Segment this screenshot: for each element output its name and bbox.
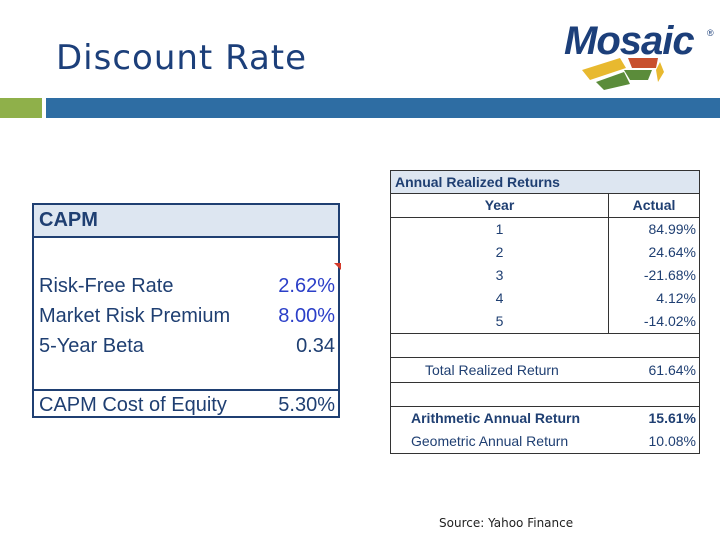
capm-row-cost-of-equity: CAPM Cost of Equity 5.30% (39, 391, 335, 419)
annual-returns-title: Annual Realized Returns (391, 171, 699, 194)
year-cell: 5 (495, 313, 504, 329)
geometric-return-value: 10.08% (648, 433, 696, 449)
year-cell: 3 (495, 267, 504, 283)
capm-table: CAPM Risk-Free Rate 2.62% Market Risk Pr… (32, 203, 340, 418)
actual-cell: 4.12% (656, 290, 696, 306)
capm-row-risk-free: Risk-Free Rate 2.62% (39, 272, 335, 300)
actual-column: Actual 84.99% 24.64% -21.68% 4.12% -14.0… (609, 194, 699, 333)
capm-row-market-premium: Market Risk Premium 8.00% (39, 302, 335, 330)
actual-cell: 24.64% (648, 244, 696, 260)
blank-row (391, 334, 699, 358)
arithmetic-return-label: Arithmetic Annual Return (411, 410, 581, 426)
column-header-year: Year (391, 194, 608, 218)
annual-returns-grid: Year 1 2 3 4 5 Actual 84.99% 24.64% -21.… (391, 194, 699, 334)
actual-cell: -21.68% (643, 267, 696, 283)
capm-row-beta: 5-Year Beta 0.34 (39, 332, 335, 360)
year-cell: 1 (495, 221, 504, 237)
column-header-actual: Actual (609, 194, 699, 218)
logo-tile-yellow (582, 58, 626, 80)
logo-registered-mark: ® (707, 28, 714, 38)
accent-band-green (0, 98, 42, 118)
year-cell: 2 (495, 244, 504, 260)
capm-value: 5.30% (278, 394, 335, 416)
total-return-label: Total Realized Return (425, 362, 559, 378)
capm-value: 0.34 (296, 335, 335, 357)
logo-tile-yellow-2 (656, 62, 664, 82)
actual-cell: -14.02% (643, 313, 696, 329)
total-return-value: 61.64% (648, 362, 696, 378)
logo-tile-red (628, 58, 658, 68)
capm-value: 2.62% (278, 275, 335, 297)
capm-label: 5-Year Beta (39, 335, 144, 357)
mosaic-logo: Mosaic ® (564, 19, 714, 90)
actual-cell: 84.99% (648, 221, 696, 237)
blank-row (391, 383, 699, 407)
source-note: Source: Yahoo Finance (439, 516, 574, 530)
year-column: Year 1 2 3 4 5 (391, 194, 609, 333)
capm-header: CAPM (34, 205, 338, 238)
logo-tile-green (596, 72, 630, 90)
accent-band-blue (46, 98, 720, 118)
capm-value: 8.00% (278, 305, 335, 327)
year-cell: 4 (495, 290, 504, 306)
capm-label: CAPM Cost of Equity (39, 394, 227, 416)
logo-tile-green-2 (624, 70, 652, 80)
capm-divider (34, 389, 338, 391)
total-return-row: Total Realized Return 61.64% (391, 358, 699, 383)
arithmetic-return-value: 15.61% (648, 410, 696, 426)
geometric-return-row: Geometric Annual Return 10.08% (391, 430, 699, 453)
slide-title: Discount Rate (56, 38, 308, 78)
capm-label: Market Risk Premium (39, 305, 231, 327)
arithmetic-return-row: Arithmetic Annual Return 15.61% (391, 407, 699, 430)
logo-wordmark: Mosaic (564, 19, 694, 63)
comment-marker (334, 263, 341, 270)
annual-returns-table: Annual Realized Returns Year 1 2 3 4 5 A… (390, 170, 700, 454)
capm-label: Risk-Free Rate (39, 275, 174, 297)
geometric-return-label: Geometric Annual Return (411, 433, 569, 449)
